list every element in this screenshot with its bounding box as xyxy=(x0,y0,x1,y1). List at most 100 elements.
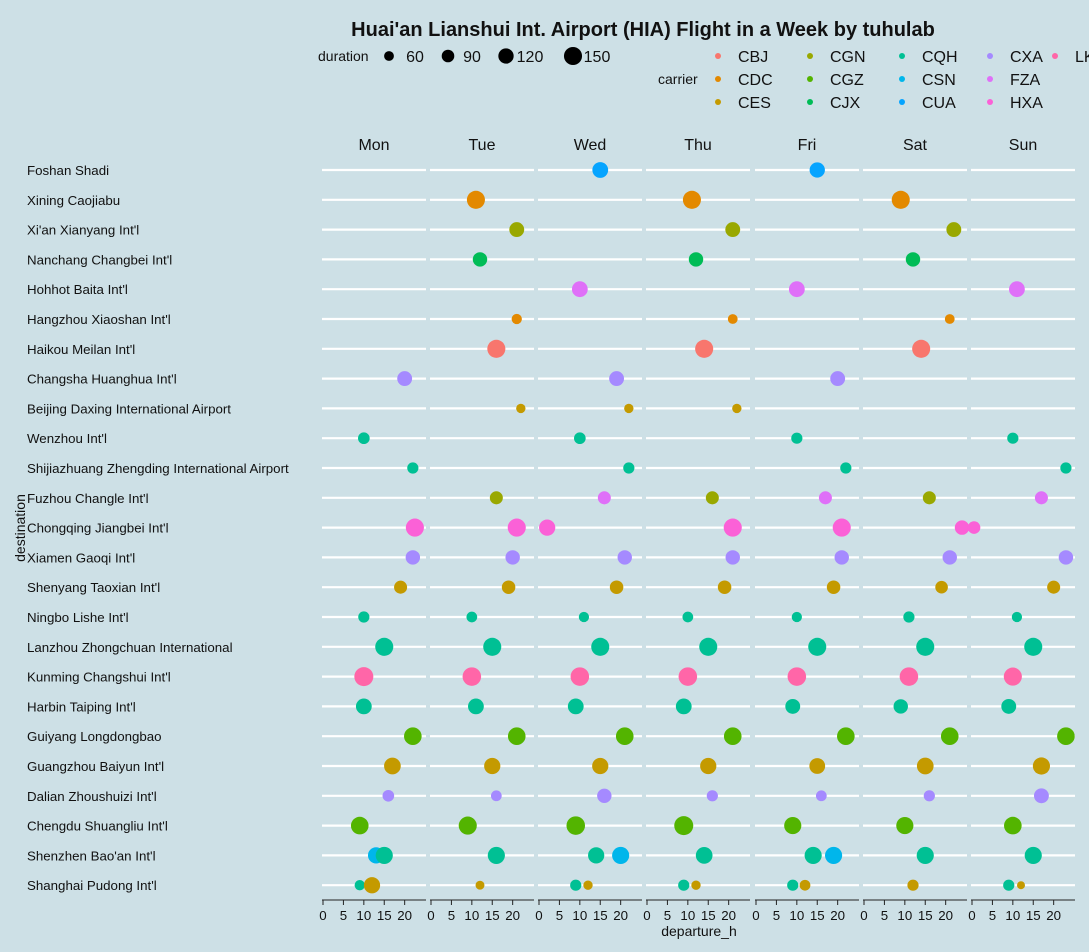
x-tick-label: 15 xyxy=(918,908,933,923)
flight-point xyxy=(1058,550,1074,565)
destination-label: Ningbo Lishe Int'l xyxy=(27,610,129,625)
x-tick-label: 20 xyxy=(830,908,845,923)
flight-point xyxy=(574,432,586,445)
x-tick-label: 15 xyxy=(1026,908,1041,923)
flight-point xyxy=(912,339,931,358)
carrier-legend-key xyxy=(807,53,813,59)
carrier-legend-key xyxy=(807,76,813,82)
destination-label: Beijing Daxing International Airport xyxy=(27,401,231,416)
facet-label: Thu xyxy=(684,137,712,154)
flight-point xyxy=(787,667,807,686)
y-axis-tick-labels: Foshan Shadi Xining Caojiabu Xi'an Xianyan… xyxy=(27,163,289,893)
flight-point xyxy=(837,727,855,746)
flight-point xyxy=(567,698,584,715)
size-legend-label: 120 xyxy=(517,49,544,66)
facet-label: Sat xyxy=(903,137,928,154)
carrier-legend-label: CGZ xyxy=(830,72,864,89)
carrier-legend-label: HXA xyxy=(1010,95,1043,112)
flight-point xyxy=(695,847,713,864)
flight-point xyxy=(791,432,803,444)
x-tick-label: 10 xyxy=(680,908,695,923)
destination-label: Foshan Shadi xyxy=(27,163,109,178)
size-legend-key xyxy=(563,46,583,66)
flight-point xyxy=(1001,698,1017,714)
flight-point xyxy=(788,281,805,298)
flight-point xyxy=(507,518,526,537)
flight-point xyxy=(1007,432,1019,444)
flight-point xyxy=(501,580,516,594)
x-axis-label: departure_h xyxy=(661,923,737,939)
x-tick-label: 20 xyxy=(397,908,412,923)
flight-point xyxy=(967,521,981,534)
flight-point xyxy=(723,727,742,746)
flight-point xyxy=(907,879,919,891)
flight-point xyxy=(808,637,827,656)
flight-point xyxy=(815,790,827,802)
size-legend-key xyxy=(498,48,514,64)
flight-point xyxy=(588,847,605,864)
flight-point xyxy=(407,462,419,474)
carrier-legend-label: CQH xyxy=(922,49,958,66)
carrier-legend-key xyxy=(715,99,721,105)
carrier-legend-label: LKE xyxy=(1075,49,1089,66)
flight-point xyxy=(809,758,826,774)
carrier-legend-key xyxy=(987,99,993,105)
flight-point xyxy=(903,611,915,623)
flight-point xyxy=(354,880,365,891)
flight-point xyxy=(688,252,704,267)
color-legend-title: carrier xyxy=(658,71,698,87)
flight-point xyxy=(612,846,630,864)
flight-point xyxy=(609,371,625,387)
x-tick-label: 10 xyxy=(464,908,479,923)
flight-point xyxy=(475,880,485,890)
destination-label: Xi'an Xianyang Int'l xyxy=(27,223,139,238)
flight-point xyxy=(695,339,714,358)
carrier-legend-label: CBJ xyxy=(738,49,768,66)
carrier-legend-label: CGN xyxy=(830,49,866,66)
flight-point xyxy=(732,403,742,414)
carrier-legend-key xyxy=(715,76,721,82)
destination-label: Chengdu Shuangliu Int'l xyxy=(27,819,168,834)
flight-point xyxy=(923,790,935,802)
x-tick-label: 10 xyxy=(572,908,587,923)
flight-point xyxy=(597,788,612,804)
flight-point xyxy=(940,727,959,746)
flight-point xyxy=(354,667,374,687)
x-tick-label: 15 xyxy=(485,908,500,923)
flight-point xyxy=(489,491,503,505)
carrier-legend-key xyxy=(1052,53,1058,59)
flight-point xyxy=(935,580,948,594)
size-legend-key xyxy=(441,49,455,63)
destination-label: Xining Caojiabu xyxy=(27,193,120,208)
carrier-legend-key xyxy=(899,99,905,105)
carrier-legend-label: CSN xyxy=(922,72,956,89)
flight-point xyxy=(405,518,424,537)
flight-point xyxy=(466,611,478,623)
x-tick-label: 0 xyxy=(643,908,650,923)
flight-point xyxy=(394,580,408,594)
x-tick-label: 0 xyxy=(752,908,759,923)
x-tick-label: 15 xyxy=(377,908,392,923)
x-tick-label: 10 xyxy=(789,908,804,923)
flight-point xyxy=(830,371,846,387)
flight-point xyxy=(571,281,588,298)
flight-point xyxy=(785,698,801,714)
x-tick-label: 0 xyxy=(968,908,975,923)
size-legend-label: 60 xyxy=(406,49,424,66)
flight-point xyxy=(1057,727,1075,746)
flight-point xyxy=(944,314,955,324)
flight-point xyxy=(725,222,741,238)
size-legend-label: 150 xyxy=(584,49,611,66)
flight-point xyxy=(1003,667,1022,686)
destination-label: Guiyang Longdongbao xyxy=(27,729,162,744)
destination-label: Shenyang Taoxian Int'l xyxy=(27,580,160,595)
flight-point xyxy=(509,222,525,238)
flight-point xyxy=(682,190,701,209)
flight-point xyxy=(1033,788,1049,804)
flight-point xyxy=(624,403,634,414)
flight-point xyxy=(700,757,717,775)
flight-point xyxy=(592,757,609,775)
flight-point xyxy=(787,879,799,891)
destination-label: Dalian Zhoushuizi Int'l xyxy=(27,789,157,804)
